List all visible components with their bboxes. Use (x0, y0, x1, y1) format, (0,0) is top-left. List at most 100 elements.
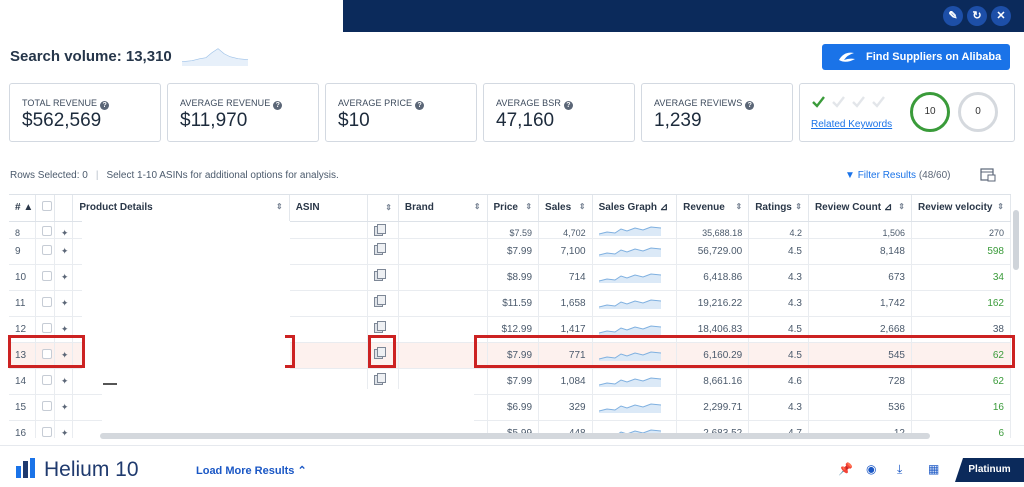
rating: 4.6 (748, 368, 809, 395)
row-checkbox[interactable] (42, 400, 53, 411)
asin (289, 290, 369, 317)
related-keywords-card: Related Keywords 10 0 (799, 83, 1015, 142)
row-checkbox[interactable] (42, 244, 53, 255)
row-index: 16 (9, 420, 37, 438)
copy-icon[interactable] (374, 346, 386, 359)
metric-label: AVERAGE PRICE (338, 98, 413, 108)
row-index: 15 (9, 394, 37, 421)
col-sales[interactable]: Sales ⇕ (538, 195, 593, 222)
help-icon[interactable]: ? (100, 101, 110, 110)
row-checkbox[interactable] (42, 270, 53, 281)
pin-icon[interactable]: ✦ (60, 245, 69, 256)
copy-icon[interactable] (374, 372, 386, 385)
vertical-scrollbar[interactable] (1013, 210, 1019, 270)
chevron-up-icon: ⌃ (297, 465, 307, 477)
grid-icon[interactable]: ▦ (928, 462, 940, 476)
row-index: 10 (9, 264, 37, 291)
keyword-score-gray: 0 (958, 92, 998, 132)
row-index: 13 (9, 342, 37, 369)
close-icon[interactable]: ✕ (991, 6, 1011, 26)
sales-sparkline (598, 376, 661, 387)
col-ratings[interactable]: Ratings ⇕ (748, 195, 809, 222)
row-checkbox[interactable] (42, 296, 53, 307)
pin-icon[interactable]: ✦ (60, 401, 69, 412)
copy-icon[interactable] (374, 223, 386, 236)
columns-icon[interactable] (980, 168, 996, 182)
review-count: 673 (808, 264, 912, 291)
col-revenue[interactable]: Revenue ⇕ (676, 195, 750, 222)
find-suppliers-button[interactable]: Find Suppliers on Alibaba (822, 44, 1010, 70)
select-all-checkbox[interactable] (42, 201, 53, 212)
brand (398, 290, 488, 317)
pin-icon[interactable]: ✦ (60, 227, 69, 238)
download-icon[interactable]: ⤓ (897, 462, 903, 476)
col-index[interactable]: # ▲ (9, 195, 37, 222)
pin-icon[interactable]: ✦ (60, 375, 69, 386)
sales-sparkline (598, 402, 661, 413)
asin (289, 238, 369, 265)
review-velocity: 270 (911, 221, 1011, 239)
copy-icon[interactable] (374, 268, 386, 281)
review-count: 728 (808, 368, 912, 395)
review-count: 8,148 (808, 238, 912, 265)
help-icon[interactable]: ? (415, 101, 425, 110)
load-more-button[interactable]: Load More Results ⌃ (196, 465, 307, 477)
col-product-details[interactable]: Product Details ⇕ (72, 195, 290, 222)
row-select (35, 238, 55, 265)
brand (398, 221, 488, 239)
camera-icon[interactable]: ◉ (866, 462, 877, 476)
review-count: 1,506 (808, 221, 912, 239)
pin-icon[interactable]: ✦ (60, 297, 69, 308)
col-asin[interactable]: ASIN (289, 195, 369, 222)
help-icon[interactable]: ? (563, 101, 573, 110)
row-checkbox[interactable] (42, 225, 53, 236)
brand (398, 238, 488, 265)
col-review-velocity[interactable]: Review velocity ⇕ (911, 195, 1011, 222)
related-keywords-link[interactable]: Related Keywords (811, 119, 893, 130)
row-checkbox[interactable] (42, 374, 53, 385)
copy-icon[interactable] (374, 242, 386, 255)
metric-label: AVERAGE REVIEWS (654, 98, 743, 108)
search-volume: Search volume: 13,310 (10, 48, 172, 65)
col-review-count[interactable]: Review Count ⊿ ⇕ (808, 195, 912, 222)
redacted-lower-area (102, 389, 474, 439)
price: $11.59 (487, 290, 540, 317)
col-select[interactable] (35, 195, 55, 222)
pin-icon[interactable]: ✦ (60, 271, 69, 282)
row-select (35, 368, 55, 395)
pin-icon[interactable]: ✦ (60, 323, 69, 334)
row-checkbox[interactable] (42, 348, 53, 359)
col-price[interactable]: Price ⇕ (487, 195, 540, 222)
sales: 7,100 (538, 238, 593, 265)
help-icon[interactable]: ? (745, 101, 755, 110)
highlight-box (474, 335, 1015, 368)
metric-average-price: AVERAGE PRICE? $10 (325, 83, 477, 142)
refresh-icon[interactable]: ↻ (967, 6, 987, 26)
copy-icon[interactable] (374, 294, 386, 307)
copy-icon[interactable] (374, 320, 386, 333)
revenue: 8,661.16 (676, 368, 750, 395)
brand (398, 264, 488, 291)
pin-icon[interactable]: ✎ (943, 6, 963, 26)
col-brand[interactable]: Brand ⇕ (398, 195, 488, 222)
highlight-box (285, 335, 295, 368)
help-icon[interactable]: ? (273, 101, 283, 110)
row-checkbox[interactable] (42, 426, 53, 437)
col-asin-sort[interactable]: ⇕ (367, 195, 399, 222)
horizontal-scrollbar[interactable] (100, 433, 930, 439)
redaction-artifact (103, 383, 117, 385)
col-sales-graph[interactable]: Sales Graph ⊿ (592, 195, 678, 222)
sales-graph (592, 394, 678, 421)
review-count: 2,668 (808, 316, 912, 343)
review-velocity: 162 (911, 290, 1011, 317)
row-select (35, 420, 55, 438)
price: $6.99 (487, 394, 540, 421)
row-checkbox[interactable] (42, 322, 53, 333)
table-header: # ▲ Product Details ⇕ ASIN ⇕ Brand ⇕ Price… (9, 195, 1011, 222)
pin-icon[interactable]: ✦ (60, 427, 69, 438)
filter-results-button[interactable]: ▼ Filter Results (48/60) (845, 170, 951, 181)
pin-icon[interactable]: ✦ (60, 349, 69, 360)
pin-icon[interactable]: 📌 (838, 462, 853, 476)
sales-sparkline (598, 298, 661, 309)
metric-label: AVERAGE BSR (496, 98, 561, 108)
